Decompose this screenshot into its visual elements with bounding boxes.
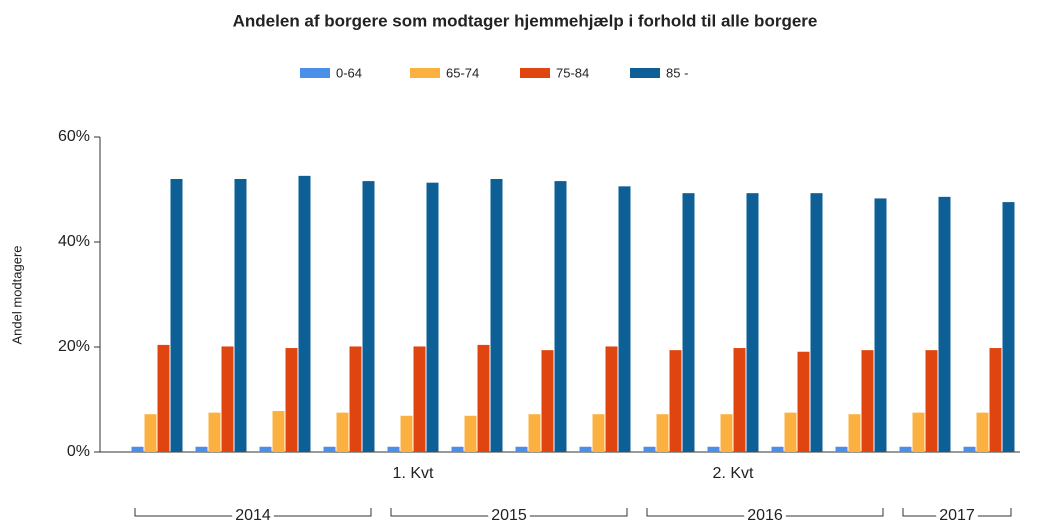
bar [298,175,311,452]
legend-swatch [630,68,660,78]
bar [989,348,1002,452]
bar [835,446,848,452]
legend-label: 85 - [666,65,688,80]
bar [592,414,605,452]
x-group-bracket [785,508,884,517]
bar [733,348,746,452]
y-tick-label: 20% [58,338,90,355]
x-group-label: 2014 [235,507,271,524]
x-group-bracket [134,508,233,517]
bar [810,193,823,453]
chart-title: Andelen af borgere som modtager hjemmehj… [233,11,818,30]
bar [144,414,157,452]
bar [771,446,784,452]
bar [938,196,951,452]
bar [963,446,976,452]
bar [336,412,349,452]
x-tick-label: 1. Kvt [393,465,434,482]
bar [157,344,170,452]
bar [426,182,439,453]
legend-label: 0-64 [336,65,362,80]
bar [579,446,592,452]
bar [170,179,183,452]
bar [387,446,400,452]
x-group-bracket [646,508,745,517]
x-group-label: 2015 [491,507,527,524]
y-tick-label: 0% [67,443,90,460]
bar [554,181,567,452]
bar [349,346,362,452]
bar [323,446,336,452]
bar [861,350,874,452]
bar [682,193,695,453]
bar [400,415,413,452]
bar [874,198,887,452]
bar [848,414,861,452]
bar [899,446,912,452]
x-group-bracket [529,508,628,517]
bar [643,446,656,452]
bar [912,412,925,452]
bar [259,446,272,452]
bar [515,446,528,452]
bar [528,414,541,452]
bar [746,193,759,453]
legend-swatch [300,68,330,78]
legend-label: 75-84 [556,65,589,80]
x-group-bracket [902,508,937,517]
x-group-bracket [977,508,1012,517]
bar [797,351,810,452]
bar [490,179,503,452]
x-group-bracket [390,508,489,517]
bar [1002,202,1015,452]
x-tick-label: 2. Kvt [713,465,754,482]
bar [605,346,618,452]
bar [413,346,426,452]
bar [464,415,477,452]
y-axis-label: Andel modtagere [9,245,24,344]
legend-label: 65-74 [446,65,479,80]
bar [618,186,631,452]
bar [451,446,464,452]
y-tick-label: 40% [58,233,90,250]
bar [221,346,234,452]
bar [362,181,375,452]
bar [272,411,285,452]
bar [784,412,797,452]
bar [234,179,247,452]
bar [541,350,554,452]
bar [925,350,938,452]
bar [477,344,490,452]
legend-swatch [520,68,550,78]
bar [208,412,221,452]
bar [669,350,682,452]
x-group-label: 2017 [939,507,975,524]
bar [656,414,669,452]
bar [131,446,144,452]
x-group-bracket [273,508,372,517]
bar [976,412,989,452]
y-tick-label: 60% [58,128,90,145]
bar [720,414,733,452]
bar [195,446,208,452]
bar [707,446,720,452]
x-group-label: 2016 [747,507,783,524]
bar [285,348,298,452]
legend-swatch [410,68,440,78]
